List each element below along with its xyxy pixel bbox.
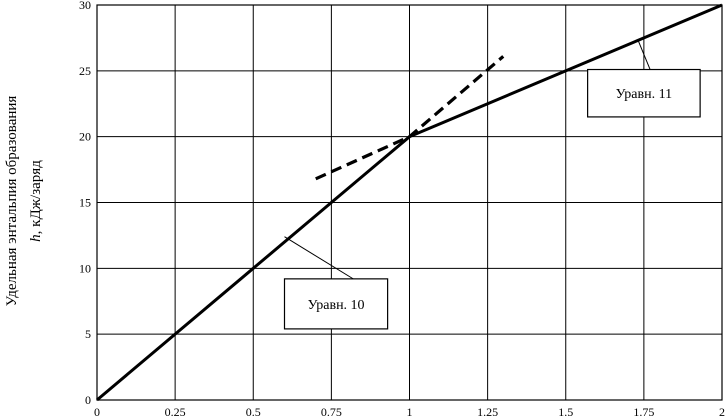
x-tick-label: 1.75 xyxy=(633,405,654,419)
x-tick-label: 0 xyxy=(94,405,100,419)
y-axis-label-variable: h xyxy=(28,234,44,242)
y-tick-label: 25 xyxy=(79,64,91,78)
x-tick-label: 1 xyxy=(407,405,413,419)
series-line-2 xyxy=(408,3,723,139)
x-tick-label: 1.5 xyxy=(558,405,573,419)
x-tick-label: 2 xyxy=(719,405,725,419)
annotation-leader-2 xyxy=(637,39,651,70)
annotation-box-1 xyxy=(283,278,389,330)
y-tick-label: 15 xyxy=(79,196,91,210)
series-group xyxy=(96,3,723,402)
y-tick-label: 10 xyxy=(79,261,91,275)
annotation-leader-1 xyxy=(284,236,354,280)
x-tick-label: 0.5 xyxy=(246,405,261,419)
x-tick-label: 0.75 xyxy=(321,405,342,419)
x-tick-label: 0.25 xyxy=(165,405,186,419)
plot-frame xyxy=(96,4,723,401)
y-axis-label-unit: , кДж/заряд xyxy=(28,160,44,235)
annotation-label-1: Уравн. 10 xyxy=(308,298,365,313)
series-line-3 xyxy=(315,55,505,181)
y-tick-label: 30 xyxy=(79,0,91,12)
annotations-group: Уравн. 10 Уравн. 11 xyxy=(283,39,701,330)
y-axis-label-line1: Удельная энтальпия образования xyxy=(4,96,20,307)
series-line-1 xyxy=(96,135,411,402)
y-tick-label: 5 xyxy=(85,327,91,341)
annotation-box-2 xyxy=(587,68,701,118)
x-tick-label: 1.25 xyxy=(477,405,498,419)
y-tick-label: 0 xyxy=(85,393,91,407)
y-tick-label: 20 xyxy=(79,130,91,144)
y-axis-label-line2: h, кДж/заряд xyxy=(28,160,44,242)
annotation-label-2: Уравн. 11 xyxy=(616,87,672,102)
